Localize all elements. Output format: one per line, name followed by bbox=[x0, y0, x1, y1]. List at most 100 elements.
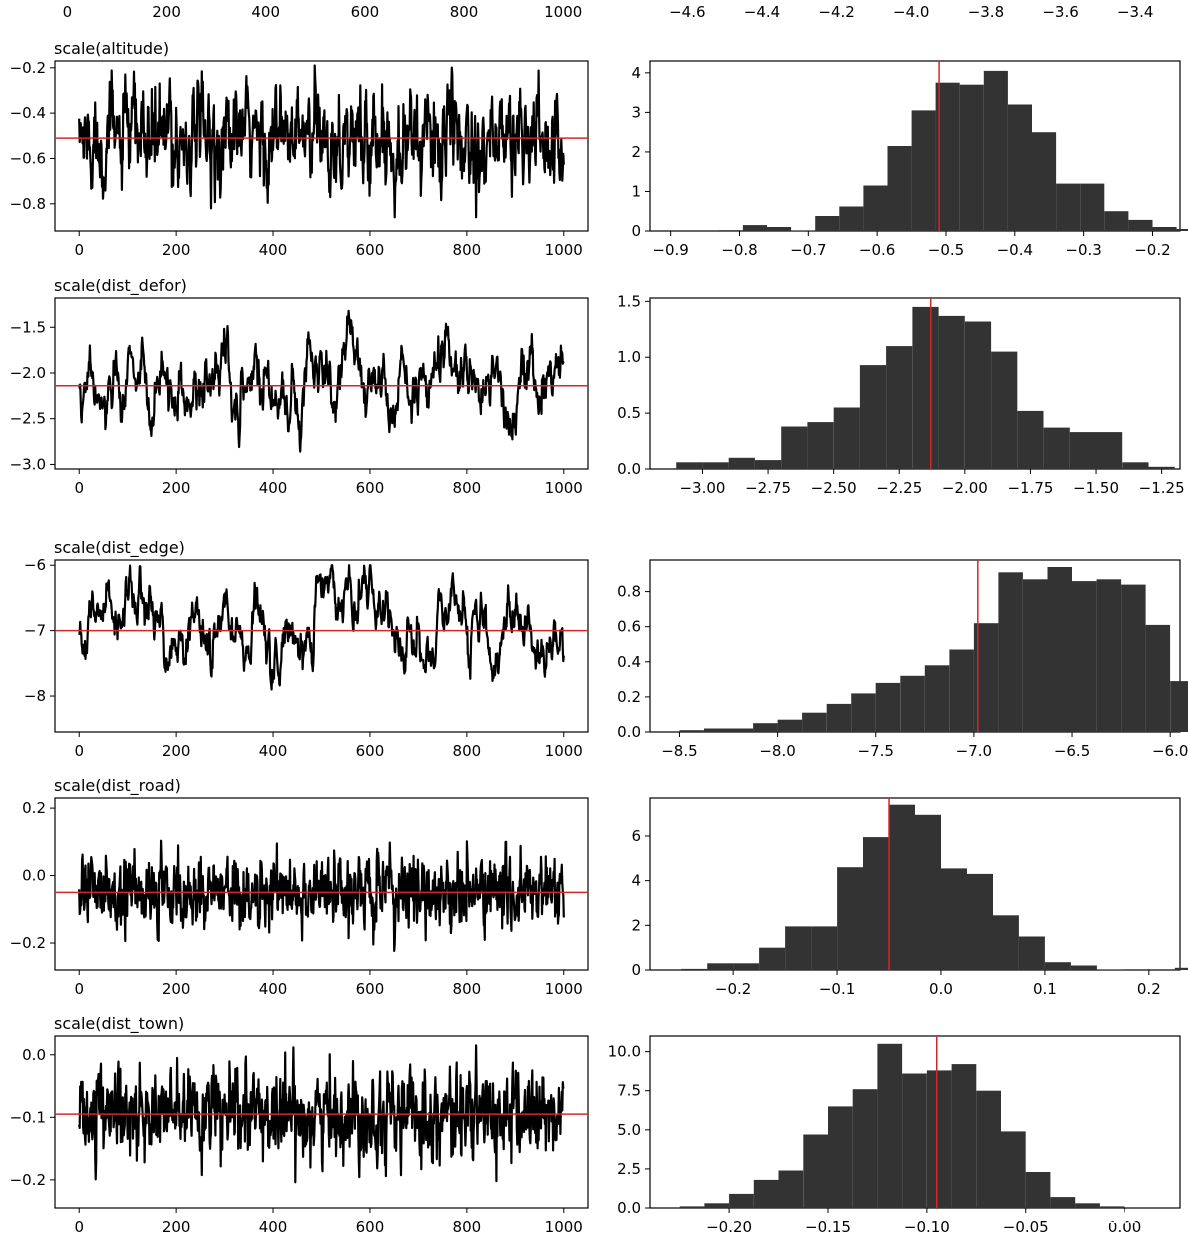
hist-bar bbox=[679, 1206, 705, 1208]
hist-bar bbox=[998, 572, 1023, 732]
x-tick-label: −0.2 bbox=[715, 980, 751, 998]
top-right-tick-label: −4.0 bbox=[893, 3, 929, 21]
hist-bar bbox=[828, 1106, 853, 1208]
top-right-tick-label: −3.6 bbox=[1042, 3, 1078, 21]
x-tick-label: −7.0 bbox=[956, 742, 992, 760]
hist-bar bbox=[778, 1170, 804, 1208]
axes-frame bbox=[54, 297, 589, 470]
y-tick-label: 0.0 bbox=[22, 1046, 46, 1064]
x-tick-label: −2.00 bbox=[942, 479, 988, 497]
x-tick-label: −6.0 bbox=[1152, 742, 1188, 760]
hist-bar bbox=[718, 230, 743, 231]
trace-series-line bbox=[78, 564, 565, 691]
trace-series-line bbox=[78, 839, 565, 953]
hist-bar bbox=[1001, 1131, 1026, 1208]
y-tick-label: 0.2 bbox=[617, 688, 641, 706]
hist-bar bbox=[753, 1179, 779, 1208]
hist-panel-dist_edge: −8.5 −8.0 −7.5 −7.0 −6.5 −6.0 0.0 0.2 0.4 0.6 0.8 bbox=[617, 559, 1188, 760]
y-tick-label: 0.2 bbox=[22, 799, 46, 817]
x-tick-label: −8.0 bbox=[759, 742, 795, 760]
x-tick-label: 0 bbox=[74, 742, 84, 760]
hist-bar bbox=[991, 351, 1018, 469]
hist-bar bbox=[949, 649, 974, 732]
hist-bar bbox=[1070, 965, 1097, 970]
y-tick-label: 1.5 bbox=[617, 292, 641, 310]
hist-bar bbox=[1075, 1203, 1100, 1208]
x-tick-label: −0.5 bbox=[928, 241, 964, 259]
x-tick-label: 800 bbox=[453, 241, 482, 259]
hist-bar bbox=[755, 460, 782, 469]
x-tick-label: 1000 bbox=[545, 241, 583, 259]
x-tick-label: −0.05 bbox=[1003, 1218, 1049, 1234]
y-tick-label: 0 bbox=[631, 222, 641, 240]
hist-bar bbox=[912, 306, 939, 469]
x-tick-label: 0.00 bbox=[1108, 1218, 1141, 1234]
hist-bar bbox=[967, 873, 993, 970]
y-tick-label: 5.0 bbox=[617, 1121, 641, 1139]
hist-bar bbox=[704, 728, 729, 732]
hist-bar bbox=[1017, 410, 1044, 469]
x-tick-label: 800 bbox=[453, 1218, 482, 1234]
y-tick-label: −2.0 bbox=[10, 364, 46, 382]
x-tick-label: −0.4 bbox=[997, 241, 1033, 259]
y-tick-label: 0.0 bbox=[617, 460, 641, 478]
hist-bar bbox=[1174, 967, 1188, 970]
hist-bar bbox=[1099, 1206, 1125, 1208]
y-tick-label: −0.8 bbox=[10, 195, 46, 213]
panels: scale(altitude)0 200 400 600 800 1000−0.2−0.4… bbox=[10, 39, 1188, 1234]
x-tick-label: −2.75 bbox=[745, 479, 791, 497]
hist-bar bbox=[1096, 432, 1123, 469]
hist-bar bbox=[1104, 211, 1129, 231]
y-tick-label: 1 bbox=[631, 182, 641, 200]
y-tick-label: −2.5 bbox=[10, 410, 46, 428]
top-left-tick-label: 400 bbox=[251, 3, 280, 21]
top-right-tick-label: −4.4 bbox=[744, 3, 780, 21]
hist-bar bbox=[826, 703, 852, 732]
hist-bar bbox=[852, 1089, 878, 1208]
x-tick-label: 0.2 bbox=[1137, 980, 1161, 998]
hist-bar bbox=[785, 926, 812, 970]
hist-bar bbox=[704, 1203, 730, 1208]
axes-frame bbox=[54, 60, 589, 232]
hist-bar bbox=[839, 206, 864, 231]
x-tick-label: 200 bbox=[162, 980, 191, 998]
hist-bar bbox=[759, 947, 786, 970]
hist-bar bbox=[889, 804, 915, 970]
y-tick-label: −0.1 bbox=[10, 1108, 46, 1126]
hist-bar bbox=[1121, 584, 1146, 732]
trace-panel-dist_town: scale(dist_town) 0 200 400 600 800 1000 0.0 −0.1… bbox=[10, 1014, 589, 1234]
x-tick-label: −2.25 bbox=[876, 479, 922, 497]
hist-bar bbox=[753, 723, 778, 732]
axes-frame bbox=[54, 559, 589, 733]
x-tick-label: −2.50 bbox=[811, 479, 857, 497]
hist-bar bbox=[1072, 581, 1097, 732]
x-tick-label: 1000 bbox=[545, 479, 583, 497]
hist-bar bbox=[733, 963, 760, 970]
trace-series-line bbox=[78, 1044, 565, 1184]
top-left-tick-label: 200 bbox=[152, 3, 181, 21]
x-tick-label: −8.5 bbox=[661, 742, 697, 760]
trace-title: scale(dist_town) bbox=[54, 1014, 184, 1034]
y-tick-label: 10.0 bbox=[608, 1043, 641, 1061]
hist-bar bbox=[679, 730, 704, 732]
hist-bar bbox=[951, 1064, 977, 1208]
hist-bar bbox=[707, 963, 734, 970]
trace-series-line bbox=[78, 309, 565, 453]
y-tick-label: 0 bbox=[631, 961, 641, 979]
x-tick-label: −0.20 bbox=[706, 1218, 752, 1234]
x-tick-label: −0.7 bbox=[790, 241, 826, 259]
x-tick-label: 0 bbox=[74, 479, 84, 497]
hist-bar bbox=[900, 675, 925, 732]
hist-bar bbox=[851, 693, 876, 732]
x-tick-label: 400 bbox=[259, 980, 288, 998]
hist-bar bbox=[1023, 579, 1048, 732]
trace-title: scale(dist_defor) bbox=[54, 276, 187, 296]
y-tick-label: 6 bbox=[631, 827, 641, 845]
x-tick-label: −0.9 bbox=[652, 241, 688, 259]
y-tick-label: −8 bbox=[24, 687, 46, 705]
hist-bar bbox=[992, 915, 1019, 970]
y-tick-label: −0.2 bbox=[10, 1171, 46, 1189]
trace-title: scale(dist_edge) bbox=[54, 538, 185, 558]
hist-bar bbox=[1032, 132, 1057, 231]
hist-bar bbox=[1170, 681, 1188, 732]
